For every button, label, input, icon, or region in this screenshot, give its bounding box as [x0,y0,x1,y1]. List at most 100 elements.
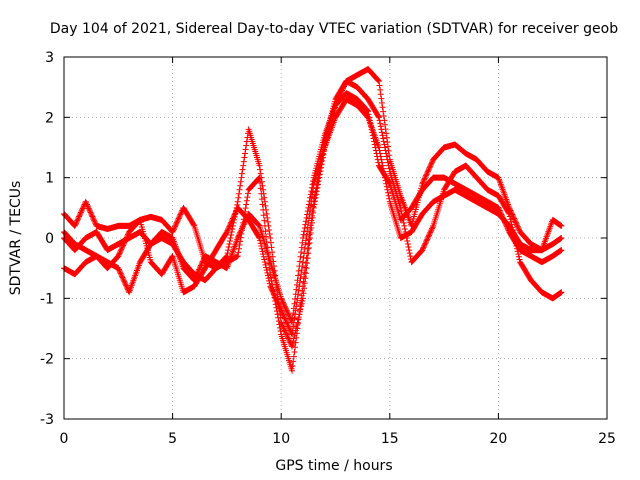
data-point [427,161,434,168]
data-point [427,229,434,236]
data-point [505,209,512,216]
data-point [255,176,262,183]
data-point [385,162,392,169]
data-point [286,336,293,343]
data-point [276,321,283,328]
data-point [289,319,296,326]
x-tick-label: 5 [168,431,177,447]
data-point [225,247,232,254]
data-point [286,314,293,321]
data-point [273,308,280,315]
data-point [307,235,314,241]
data-point [374,153,381,160]
data-point [383,134,390,141]
data-point [272,293,279,300]
data-point [292,344,299,351]
data-point [116,267,123,274]
data-point [502,219,509,226]
data-point [85,204,92,211]
data-point [265,275,272,282]
data-point [294,325,301,332]
data-point [381,121,388,128]
data-point [288,342,295,349]
data-point [424,168,431,175]
data-point [401,222,408,229]
data-point [421,241,428,248]
data-point [376,82,383,89]
data-point [423,239,429,246]
data-point [243,138,250,145]
data-point [286,312,293,319]
data-point [295,320,302,327]
y-tick-label: 3 [45,50,54,66]
data-point [237,229,244,236]
data-point [194,270,201,277]
data-point [404,241,411,248]
data-point [515,253,522,260]
data-point [275,300,282,307]
data-point [228,218,235,225]
data-point [383,150,390,157]
data-point [79,206,86,213]
data-point [309,181,316,188]
data-point [374,76,381,83]
data-point [261,222,268,229]
data-point [283,319,290,326]
data-point [72,221,79,228]
data-point [422,173,429,180]
data-point [558,247,565,254]
data-point [237,178,244,185]
data-point [278,296,285,303]
data-point [384,139,391,146]
data-point [175,215,182,222]
data-point [273,296,280,303]
data-point [504,224,511,231]
y-tick-label: -2 [40,352,54,368]
data-point [304,211,311,218]
data-point [423,237,430,244]
data-point [193,271,200,278]
data-point [170,226,177,233]
data-points [61,66,565,374]
data-point [407,253,414,260]
data-point [515,226,522,233]
data-point [427,163,434,170]
data-point [178,210,185,217]
data-point [282,316,289,323]
data-point [308,188,315,195]
data-point [302,218,309,225]
data-point [260,206,267,213]
data-point [226,223,233,230]
data-point [299,287,306,294]
data-point [262,228,269,235]
data-point [404,238,411,245]
data-point [266,277,273,284]
data-point [298,267,305,274]
data-point [302,237,309,244]
data-point [257,237,264,244]
data-point [120,275,127,282]
data-point [199,258,206,265]
data-point [277,328,284,335]
data-point [77,210,84,217]
data-point [300,231,307,238]
data-point [367,120,374,127]
data-point [298,244,305,251]
data-point [379,104,386,111]
data-point [377,86,384,93]
data-point [380,135,387,142]
data-point [427,228,434,235]
data-point [426,164,433,171]
data-point [380,108,387,115]
data-point [279,310,286,317]
data-point [279,298,286,305]
data-point [315,178,322,185]
data-point [267,284,274,291]
data-point [227,220,234,227]
data-point [79,205,86,212]
data-point [227,235,234,241]
data-point [401,225,408,232]
data-point [298,249,305,256]
data-point [243,216,250,223]
data-point [303,214,310,221]
